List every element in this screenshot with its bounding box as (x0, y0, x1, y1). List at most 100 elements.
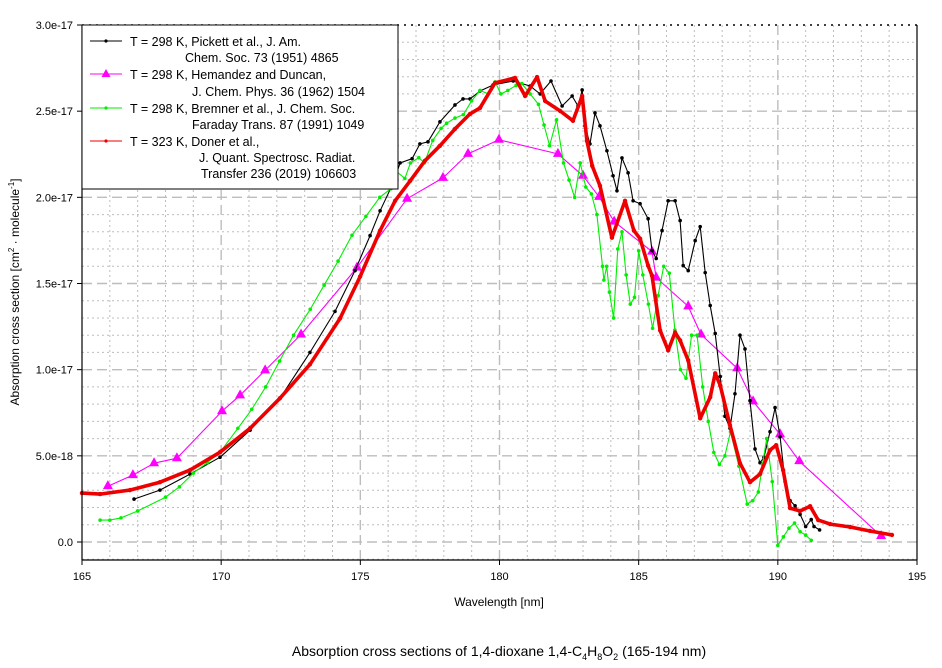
data-point (506, 88, 510, 93)
data-point (187, 467, 193, 473)
data-point (793, 504, 797, 508)
data-point (578, 161, 583, 165)
data-point (217, 450, 223, 455)
data-point (308, 307, 313, 312)
data-point (418, 142, 422, 146)
data-point (127, 487, 133, 493)
data-point (191, 471, 196, 475)
data-point (157, 480, 163, 485)
data-point (534, 74, 540, 80)
y-tick-label: 1.0e-17 (36, 365, 73, 377)
data-point (350, 233, 354, 238)
y-tick-label: 3.0e-17 (36, 20, 73, 32)
y-tick-label: 1.5e-17 (36, 279, 73, 291)
data-point (723, 454, 727, 458)
data-point (646, 302, 651, 306)
legend-label: T = 298 K, Pickett et al., J. Am. (130, 35, 301, 49)
legend-label: J. Chem. Phys. 36 (1962) 1504 (192, 85, 365, 99)
data-point (604, 264, 609, 269)
data-point (453, 116, 457, 120)
data-point (600, 264, 605, 269)
data-point (718, 374, 723, 379)
data-point (794, 455, 805, 465)
data-point (712, 450, 716, 455)
data-point (778, 435, 782, 439)
data-point (807, 503, 813, 509)
data-point (453, 103, 457, 107)
y-axis-label: Absorption cross section [cm2 · molecule… (7, 178, 22, 405)
data-point (650, 326, 655, 331)
data-point (693, 238, 697, 243)
data-point (756, 490, 761, 494)
x-ticks: 165 170 175 180 185 190 195 (73, 560, 926, 583)
legend-swatch-marker (104, 39, 108, 43)
data-point (595, 212, 599, 217)
data-point (430, 138, 435, 143)
y-tick-label: 2.5e-17 (36, 106, 73, 118)
data-point (597, 183, 603, 188)
legend-swatch-marker (104, 139, 108, 143)
y-tick-label: 0.0 (58, 537, 73, 549)
data-point (727, 423, 733, 428)
data-point (461, 97, 465, 101)
data-point (743, 347, 747, 351)
data-point (97, 491, 103, 497)
data-point (700, 385, 705, 389)
data-point (158, 488, 162, 492)
y-tick-label: 5.0e-18 (36, 451, 73, 463)
data-point (686, 268, 691, 273)
data-point (738, 333, 742, 338)
data-point (408, 161, 413, 165)
data-point (437, 143, 443, 149)
data-point (296, 328, 307, 338)
data-point (422, 158, 428, 163)
series-hernandez (102, 133, 887, 539)
data-point (398, 161, 402, 165)
y-axis-label-sup: 2 (7, 247, 16, 252)
data-point (463, 147, 474, 157)
data-point (780, 467, 786, 473)
title-part: H (587, 643, 597, 659)
data-point (438, 120, 442, 124)
x-tick-label: 180 (490, 571, 508, 583)
data-point (437, 171, 448, 181)
data-point (552, 147, 563, 157)
data-point (667, 271, 672, 275)
title-part: O (602, 643, 613, 659)
data-point (686, 358, 691, 363)
series-doner (79, 74, 895, 538)
data-point (593, 111, 597, 115)
data-point (636, 248, 641, 253)
data-point (660, 228, 664, 233)
y-axis-label-part: Absorption cross section [cm (8, 252, 22, 405)
data-point (718, 383, 723, 388)
data-point (767, 447, 773, 453)
data-point (677, 338, 683, 343)
data-point (605, 149, 609, 153)
data-point (684, 376, 688, 381)
data-point (666, 198, 670, 203)
title-part: (165-194 nm) (618, 643, 706, 659)
data-point (171, 452, 182, 462)
data-point (698, 224, 702, 229)
data-point (499, 92, 503, 96)
data-point (337, 316, 343, 321)
data-point (812, 524, 816, 529)
data-point (657, 328, 663, 333)
data-point (757, 471, 763, 477)
series-line (107, 139, 882, 537)
data-point (628, 302, 633, 306)
data-point (631, 198, 635, 203)
data-point (773, 442, 779, 448)
data-point (654, 256, 659, 261)
data-point (492, 80, 498, 86)
data-point (177, 485, 182, 489)
data-point (773, 405, 777, 410)
data-point (798, 529, 802, 534)
title-sub: 8 (597, 652, 602, 662)
data-point (867, 528, 873, 534)
x-tick-label: 190 (769, 571, 787, 583)
data-point (353, 268, 357, 273)
data-point (620, 156, 624, 160)
data-point (889, 532, 895, 538)
